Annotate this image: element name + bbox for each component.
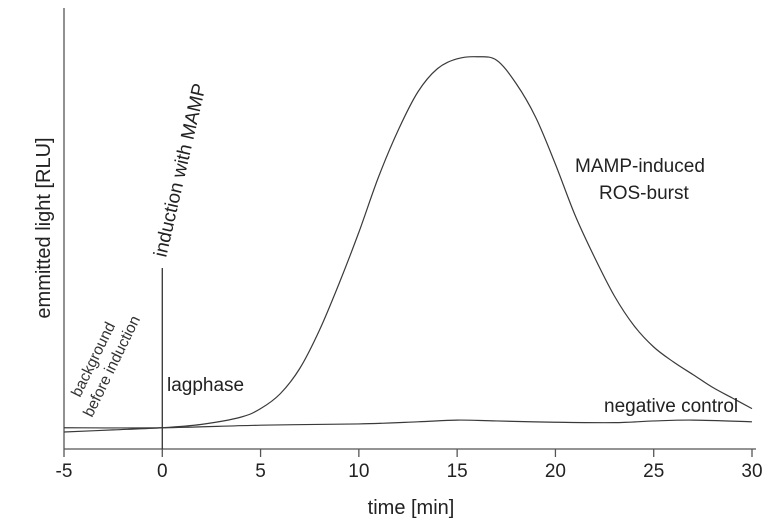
x-tick-label: 15 bbox=[447, 461, 468, 482]
x-tick-label: 10 bbox=[348, 461, 369, 482]
x-tick-label: -5 bbox=[56, 461, 73, 482]
x-tick-label: 30 bbox=[741, 461, 762, 482]
series-line-ros-burst bbox=[63, 56, 753, 433]
y-axis-label: emmitted light [RLU] bbox=[33, 137, 55, 318]
x-ticks: -5 0 5 10 15 20 25 30 bbox=[56, 449, 763, 482]
induction-annotation: induction with MAMP bbox=[150, 82, 210, 260]
series-line-negative-control bbox=[63, 419, 753, 429]
x-tick-label: 0 bbox=[157, 461, 168, 482]
x-tick-label: 5 bbox=[255, 461, 266, 482]
negative-control-annotation: negative control bbox=[604, 396, 738, 417]
x-tick-label: 20 bbox=[545, 461, 566, 482]
burst-annotation-line2: ROS-burst bbox=[599, 183, 689, 204]
lagphase-annotation: lagphase bbox=[167, 375, 244, 396]
x-axis-label: time [min] bbox=[368, 497, 455, 519]
x-tick-label: 25 bbox=[643, 461, 664, 482]
burst-annotation-line1: MAMP-induced bbox=[575, 156, 705, 177]
